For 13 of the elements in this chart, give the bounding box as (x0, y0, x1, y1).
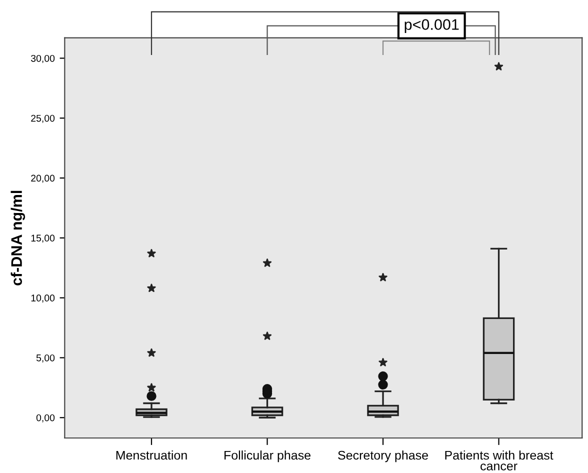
y-tick-label: 0,00 (36, 414, 55, 422)
text: p<0.001 (404, 19, 459, 33)
y-tick-label: 20,00 (31, 174, 55, 183)
x-tick-label: Patients with breast cancer (445, 450, 554, 470)
x-tick-label: Menstruation (116, 450, 187, 460)
y-tick-label: 5,00 (36, 354, 55, 362)
y-tick-label: 25,00 (31, 114, 55, 123)
x-tick-label: Follicular phase (224, 450, 310, 462)
x-tick-label: Secretory phase (338, 450, 428, 462)
y-tick-label: 15,00 (31, 234, 55, 243)
y-tick-label: 10,00 (31, 294, 55, 303)
y-tick-label: 30,00 (31, 54, 55, 63)
y-axis-title: cf-DNA ng/ml (10, 190, 26, 286)
